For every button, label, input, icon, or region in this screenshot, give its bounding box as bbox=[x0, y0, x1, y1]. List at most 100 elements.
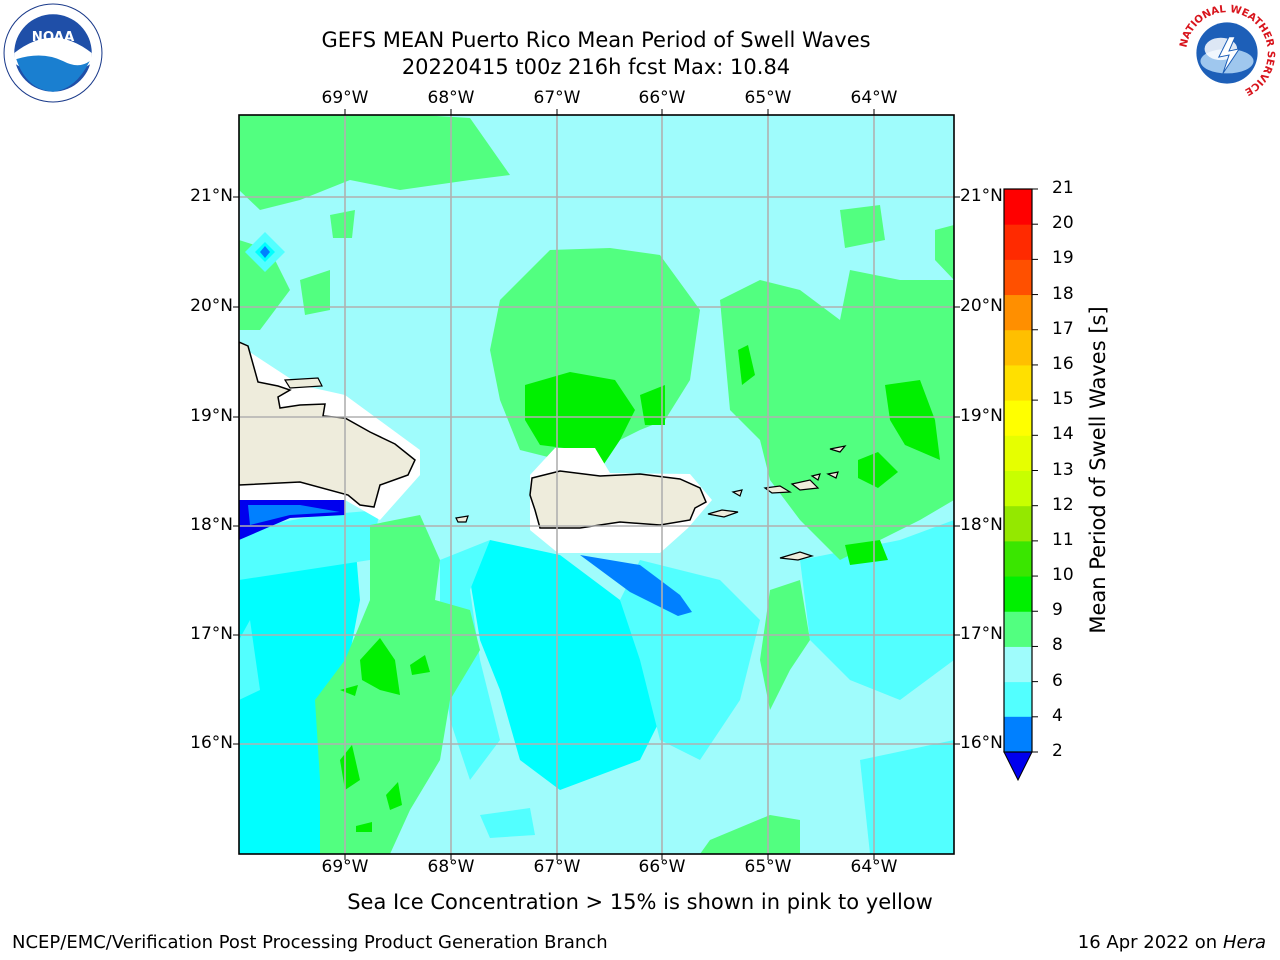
colorbar-segment-12 bbox=[1004, 294, 1032, 331]
region-8-west-edge bbox=[239, 620, 260, 700]
lat-label-right-1: 20°N bbox=[960, 296, 1003, 316]
lon-label-top-5: 64°W bbox=[850, 88, 898, 108]
lon-label-top-0: 69°W bbox=[321, 88, 369, 108]
svg-text:NOAA: NOAA bbox=[32, 30, 75, 45]
anegada-island bbox=[826, 445, 847, 479]
region-10-11-north-pr bbox=[525, 372, 635, 470]
map-tick-marks bbox=[233, 109, 960, 860]
lon-label-bottom-3: 66°W bbox=[638, 857, 686, 877]
colorbar-segment-5 bbox=[1004, 540, 1032, 577]
colorbar-segment-8 bbox=[1004, 435, 1032, 471]
colorbar-label-14: 19 bbox=[1052, 248, 1074, 269]
colorbar-label-4: 9 bbox=[1052, 600, 1063, 621]
colorbar-label-1: 4 bbox=[1052, 705, 1063, 726]
colorbar-label-10: 15 bbox=[1052, 389, 1074, 410]
credit-text: NCEP/EMC/Verification Post Processing Pr… bbox=[12, 932, 608, 953]
colorbar-label-7: 12 bbox=[1052, 494, 1074, 515]
lat-label-left-4: 17°N bbox=[190, 624, 233, 644]
map-frame bbox=[238, 114, 955, 855]
colorbar-label-3: 8 bbox=[1052, 635, 1063, 656]
lat-label-left-3: 18°N bbox=[190, 515, 233, 535]
colorbar-segment-15 bbox=[1004, 189, 1032, 225]
colorbar-label-16: 21 bbox=[1052, 178, 1074, 198]
region-8-south-patch bbox=[480, 808, 535, 838]
lon-label-top-1: 68°W bbox=[427, 88, 475, 108]
region-4-diamond bbox=[260, 246, 270, 258]
region-4-6-south-pr bbox=[580, 555, 692, 616]
colorbar-label-2: 6 bbox=[1052, 670, 1063, 691]
lat-label-left-0: 21°N bbox=[190, 186, 233, 206]
region-9-10-patch bbox=[300, 270, 330, 315]
colorbar-title: Mean Period of Swell Waves [s] bbox=[1086, 306, 1110, 634]
region-9-10-north bbox=[239, 115, 510, 210]
colorbar-label-13: 18 bbox=[1052, 283, 1074, 304]
chart-title: GEFS MEAN Puerto Rico Mean Period of Swe… bbox=[321, 28, 871, 52]
lat-label-right-3: 18°N bbox=[960, 515, 1003, 535]
region-10-11-south2 bbox=[410, 655, 430, 675]
colorbar-segment-3 bbox=[1004, 611, 1032, 647]
chart-subtitle: 20220415 t00z 216h fcst Max: 10.84 bbox=[401, 55, 791, 79]
colorbar-segment-2 bbox=[1004, 646, 1032, 683]
region-8-southeast bbox=[860, 740, 954, 854]
colorbar-segment-11 bbox=[1004, 329, 1032, 366]
colorbar-label-0: 2 bbox=[1052, 741, 1063, 761]
swell-period-field bbox=[239, 115, 954, 854]
lat-label-left-5: 16°N bbox=[190, 733, 233, 753]
region-10-11-east bbox=[885, 380, 940, 460]
date-text: 16 Apr 2022 on Hera bbox=[1078, 932, 1266, 953]
colorbar bbox=[1003, 188, 1038, 782]
colorbar-segment-7 bbox=[1004, 470, 1032, 507]
region-10-11-patch bbox=[640, 385, 665, 425]
lat-label-left-2: 19°N bbox=[190, 406, 233, 426]
region-10-11-east2 bbox=[858, 452, 898, 488]
date-value: 16 Apr 2022 on bbox=[1077, 932, 1218, 953]
region-10-11-south5 bbox=[340, 685, 358, 696]
lat-label-left-1: 20°N bbox=[190, 296, 233, 316]
lon-label-top-2: 67°W bbox=[533, 88, 581, 108]
colorbar-label-8: 13 bbox=[1052, 459, 1074, 480]
region-4-6-west bbox=[248, 505, 340, 525]
colorbar-label-6: 11 bbox=[1052, 529, 1074, 550]
region-6-8-south-pr bbox=[470, 540, 660, 790]
colorbar-segment-6 bbox=[1004, 505, 1032, 542]
graticule bbox=[239, 115, 954, 854]
region-10-11-south6 bbox=[356, 822, 372, 832]
lat-label-right-0: 21°N bbox=[960, 186, 1003, 206]
colorbar-label-15: 20 bbox=[1052, 213, 1074, 234]
region-8-east bbox=[800, 520, 954, 700]
lon-label-bottom-0: 69°W bbox=[321, 857, 369, 877]
lon-label-bottom-4: 65°W bbox=[744, 857, 792, 877]
lon-label-top-3: 66°W bbox=[638, 88, 686, 108]
noaa-logo-icon: NOAA bbox=[3, 3, 103, 103]
st-croix-island bbox=[779, 551, 815, 561]
colorbar-segment-10 bbox=[1004, 364, 1032, 401]
lat-label-right-4: 17°N bbox=[960, 624, 1003, 644]
colorbar-label-5: 10 bbox=[1052, 565, 1074, 586]
region-10-11-east3 bbox=[845, 540, 888, 565]
region-9-10-south-bottom bbox=[700, 815, 800, 854]
colorbar-segment-1 bbox=[1004, 681, 1032, 718]
virgin-islands bbox=[763, 473, 821, 494]
region-8-southeast-pr bbox=[620, 560, 760, 760]
culebra-island bbox=[731, 489, 743, 497]
hispaniola-north-islet bbox=[283, 377, 323, 389]
colorbar-segment-14 bbox=[1004, 224, 1032, 260]
region-9-10-south-east bbox=[760, 580, 810, 710]
nws-logo-icon: NATIONAL WEATHER SERVICE bbox=[1178, 4, 1276, 102]
colorbar-segment-13 bbox=[1004, 259, 1032, 296]
region-10-11-south bbox=[360, 638, 400, 695]
region-10-11-patch2 bbox=[738, 345, 755, 385]
region-10-11-south4 bbox=[386, 782, 402, 810]
colorbar-label-12: 17 bbox=[1052, 318, 1074, 339]
mona-island bbox=[455, 515, 469, 523]
lat-label-right-5: 16°N bbox=[960, 733, 1003, 753]
colorbar-segment-9 bbox=[1004, 400, 1032, 436]
lon-label-bottom-5: 64°W bbox=[850, 857, 898, 877]
colorbar-label-9: 14 bbox=[1052, 424, 1074, 445]
lon-label-bottom-1: 68°W bbox=[427, 857, 475, 877]
colorbar-segment-4 bbox=[1004, 576, 1032, 612]
colorbar-extend-arrow bbox=[1003, 751, 1033, 782]
hispaniola-land bbox=[239, 341, 416, 508]
colorbar-segment-low bbox=[1004, 716, 1032, 752]
